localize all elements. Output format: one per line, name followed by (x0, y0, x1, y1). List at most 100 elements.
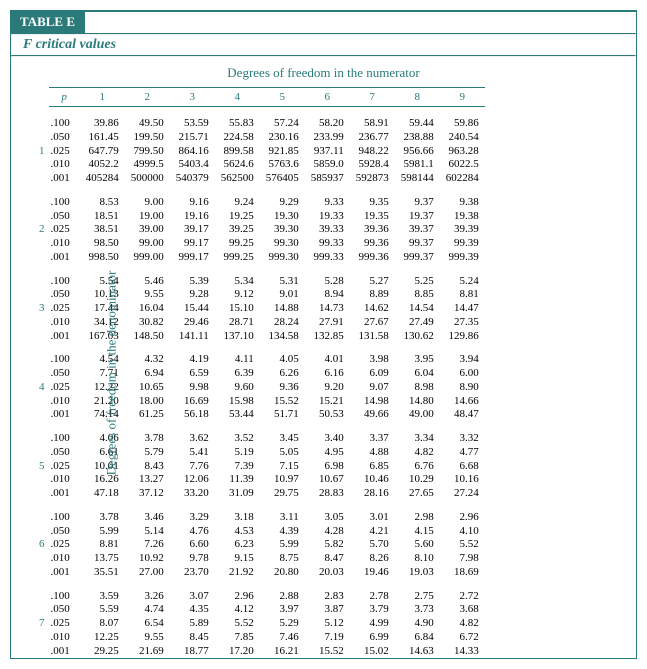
f-value: 4.99 (350, 617, 395, 631)
denominator-df (33, 446, 49, 460)
f-value: 16.04 (125, 302, 170, 316)
f-value: 3.45 (260, 422, 305, 446)
table-row: .00147.1837.1233.2031.0929.7528.8328.162… (33, 487, 485, 501)
f-value: 8.90 (440, 381, 485, 395)
f-value: 29.46 (170, 316, 215, 330)
f-value: 2.96 (440, 501, 485, 525)
numerator-col-header: 7 (350, 88, 395, 107)
numerator-col-header: 3 (170, 88, 215, 107)
p-level: .050 (49, 131, 80, 145)
f-value: 53.44 (215, 408, 260, 422)
f-value: 8.26 (350, 552, 395, 566)
f-value: 864.16 (170, 145, 215, 159)
f-value: 8.89 (350, 288, 395, 302)
f-value: 10.97 (260, 473, 305, 487)
table-row: 7.0258.076.545.895.525.295.124.994.904.8… (33, 617, 485, 631)
p-level: .010 (49, 158, 80, 172)
denominator-df (33, 158, 49, 172)
f-value: 99.25 (215, 237, 260, 251)
f-value: 49.66 (350, 408, 395, 422)
f-value: 98.50 (80, 237, 125, 251)
f-value: 948.22 (350, 145, 395, 159)
denominator-df (33, 631, 49, 645)
denominator-df (33, 210, 49, 224)
f-value: 6022.5 (440, 158, 485, 172)
f-value: 10.67 (305, 473, 350, 487)
f-value: 5.89 (170, 617, 215, 631)
f-value: 5859.0 (305, 158, 350, 172)
f-value: 9.33 (305, 186, 350, 210)
table-row: .01013.7510.929.789.158.758.478.268.107.… (33, 552, 485, 566)
p-level: .050 (49, 367, 80, 381)
f-value: 5.05 (260, 446, 305, 460)
f-value: 99.00 (125, 237, 170, 251)
f-value: 7.15 (260, 460, 305, 474)
f-value: 27.00 (125, 566, 170, 580)
denominator-df (33, 501, 49, 525)
f-value: 5.28 (305, 265, 350, 289)
f-value: 6.54 (125, 617, 170, 631)
table-row: .0104052.24999.55403.45624.65763.65859.0… (33, 158, 485, 172)
f-value: 3.05 (305, 501, 350, 525)
f-value: 21.92 (215, 566, 260, 580)
f-value: 35.51 (80, 566, 125, 580)
p-level: .001 (49, 172, 80, 186)
f-value: 19.16 (170, 210, 215, 224)
f-value: 29.25 (80, 645, 125, 659)
f-value: 16.69 (170, 395, 215, 409)
f-value: 5.59 (80, 603, 125, 617)
f-value: 6.39 (215, 367, 260, 381)
f-value: 23.70 (170, 566, 215, 580)
p-level: .001 (49, 251, 80, 265)
denominator-df (33, 131, 49, 145)
p-level: .010 (49, 316, 80, 330)
table-row: .01012.259.558.457.857.467.196.996.846.7… (33, 631, 485, 645)
f-value: 14.47 (440, 302, 485, 316)
f-value: 38.51 (80, 223, 125, 237)
p-level: .025 (49, 145, 80, 159)
table-row: .00174.1461.2556.1853.4451.7150.5349.664… (33, 408, 485, 422)
f-value: 500000 (125, 172, 170, 186)
p-level: .100 (49, 422, 80, 446)
table-row: .01016.2613.2712.0611.3910.9710.6710.461… (33, 473, 485, 487)
f-value: 29.75 (260, 487, 305, 501)
denominator-df (33, 552, 49, 566)
f-value: 10.16 (440, 473, 485, 487)
denominator-df (33, 288, 49, 302)
f-value: 9.07 (350, 381, 395, 395)
table-row: .00129.2521.6918.7717.2016.2115.5215.021… (33, 645, 485, 659)
f-value: 5.52 (440, 538, 485, 552)
f-value: 5981.1 (395, 158, 440, 172)
denominator-df (33, 367, 49, 381)
f-value: 921.85 (260, 145, 305, 159)
f-value: 13.75 (80, 552, 125, 566)
table-row: .1005.545.465.395.345.315.285.275.255.24 (33, 265, 485, 289)
f-value: 3.87 (305, 603, 350, 617)
f-value: 4.53 (215, 525, 260, 539)
f-value: 10.46 (350, 473, 395, 487)
f-value: 8.07 (80, 617, 125, 631)
f-value: 5.99 (260, 538, 305, 552)
f-value: 99.30 (260, 237, 305, 251)
p-level: .025 (49, 302, 80, 316)
f-value: 5.60 (395, 538, 440, 552)
f-value: 33.20 (170, 487, 215, 501)
f-value: 233.99 (305, 131, 350, 145)
f-value: 585937 (305, 172, 350, 186)
f-value: 28.71 (215, 316, 260, 330)
f-value: 5.70 (350, 538, 395, 552)
f-value: 18.00 (125, 395, 170, 409)
table-row: 2.02538.5139.0039.1739.2539.3039.3339.36… (33, 223, 485, 237)
f-value: 61.25 (125, 408, 170, 422)
f-value: 3.68 (440, 603, 485, 617)
f-value: 15.44 (170, 302, 215, 316)
table-row: 1.025647.79799.50864.16899.58921.85937.1… (33, 145, 485, 159)
p-level: .050 (49, 446, 80, 460)
f-value: 28.24 (260, 316, 305, 330)
f-value: 8.81 (440, 288, 485, 302)
f-value: 9.35 (350, 186, 395, 210)
denominator-df (33, 566, 49, 580)
f-value: 12.25 (80, 631, 125, 645)
f-table: p 123456789 .10039.8649.5053.5955.8357.2… (33, 87, 485, 658)
f-value: 8.45 (170, 631, 215, 645)
